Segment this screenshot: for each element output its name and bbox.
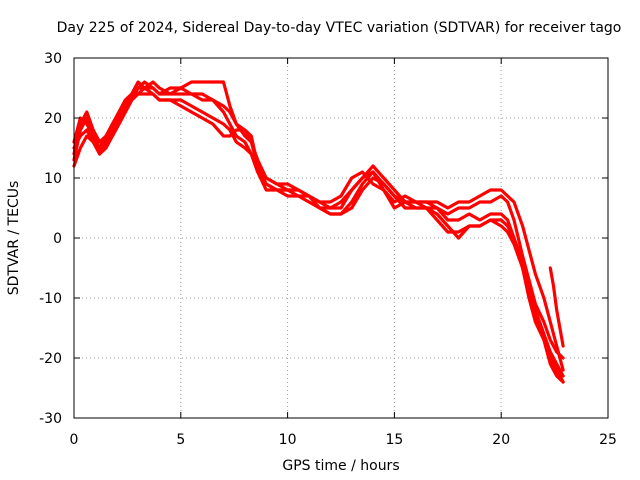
data-series <box>72 80 565 384</box>
y-tick-label: -20 <box>39 351 62 367</box>
y-tick-label: 20 <box>44 111 62 127</box>
y-tick-label: -30 <box>39 411 62 427</box>
x-tick-label: 25 <box>599 432 617 448</box>
x-tick-labels: 0 5 10 15 20 25 <box>70 432 617 448</box>
y-tick-labels: -30 -20 -10 0 10 20 30 <box>39 51 62 427</box>
x-tick-label: 5 <box>176 432 185 448</box>
y-tick-label: 30 <box>44 51 62 67</box>
axis-ticks <box>73 57 609 419</box>
x-tick-label: 20 <box>492 432 510 448</box>
series-line-trace-2 <box>72 86 565 384</box>
x-tick-label: 15 <box>385 432 403 448</box>
y-tick-label: 0 <box>53 231 62 247</box>
series-line-trace-3 <box>72 92 565 378</box>
y-axis-label: SDTVAR / TECUs <box>6 181 22 296</box>
series-line-trace-1 <box>72 80 565 372</box>
x-tick-label: 10 <box>279 432 297 448</box>
y-tick-label: -10 <box>39 291 62 307</box>
series-line-trace-5 <box>72 86 565 384</box>
chart-title: Day 225 of 2024, Sidereal Day-to-day VTE… <box>57 20 622 36</box>
x-tick-label: 0 <box>70 432 79 448</box>
series-line-trace-6 <box>548 266 565 348</box>
y-tick-label: 10 <box>44 171 62 187</box>
x-axis-label: GPS time / hours <box>282 458 399 474</box>
gridlines <box>74 58 608 418</box>
